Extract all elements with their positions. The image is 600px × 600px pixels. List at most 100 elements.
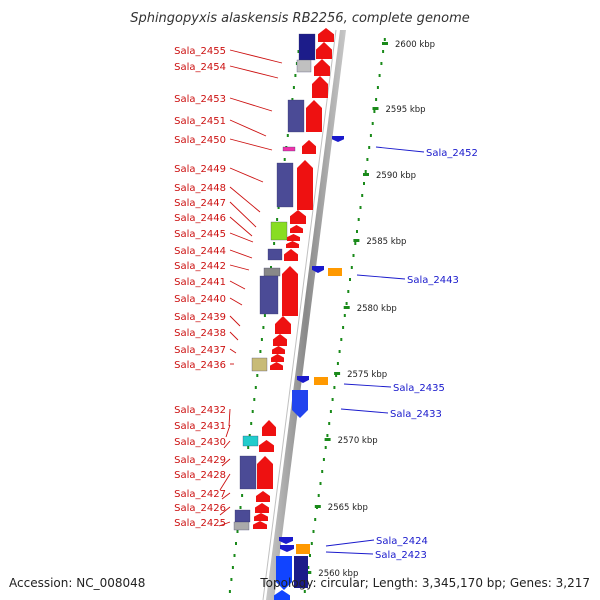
- tick-dot-right: [336, 362, 339, 365]
- tick-dot-left: [233, 554, 236, 557]
- tick-dot-right: [342, 326, 345, 329]
- gene-label-left: Sala_2426: [174, 503, 226, 514]
- backbone-edge: [262, 29, 337, 600]
- scale-tick-label: 2600 kbp: [395, 40, 435, 50]
- gene-arrow-forward: [316, 42, 332, 59]
- gene-arrow-forward: [284, 249, 298, 261]
- tick-dot-right: [338, 350, 341, 353]
- tick-dot-right: [382, 50, 385, 53]
- tick-dot-right: [352, 254, 355, 257]
- gene-label-left: Sala_2451: [174, 116, 226, 127]
- left-label-leaders: Sala_2455 Sala_2454 Sala_2453 Sala_2451 Sala…: [174, 46, 283, 529]
- gene-arrow-forward: [306, 100, 322, 132]
- tick-dot-right: [366, 158, 369, 161]
- feature-block: [298, 33, 316, 61]
- gene-arrow-reverse: [297, 376, 309, 383]
- gene-label-left: Sala_2453: [174, 94, 226, 105]
- label-leader-line: [229, 249, 253, 259]
- label-leader-line: [229, 315, 241, 327]
- label-leader-line: [375, 146, 425, 153]
- gene-label-left: Sala_2431: [174, 421, 226, 432]
- topology-text: Topology: circular; Length: 3,345,170 bp…: [259, 576, 590, 590]
- feature-block: [234, 509, 251, 523]
- feature-block: [233, 521, 250, 531]
- label-leader-line: [229, 232, 254, 243]
- gene-label-right: Sala_2435: [393, 383, 445, 394]
- scale-tick-label: 2590 kbp: [376, 171, 416, 181]
- tick-dot-right: [356, 230, 358, 233]
- gene-arrow-forward: [270, 362, 283, 370]
- gene-label-left: Sala_2446: [174, 213, 226, 224]
- feature-block: [239, 455, 257, 490]
- gene-label-left: Sala_2442: [174, 261, 226, 272]
- feature-block: [276, 162, 294, 208]
- feature-block: [270, 221, 288, 241]
- gene-label-left: Sala_2430: [174, 437, 226, 448]
- tick-major: [353, 239, 360, 242]
- gene-arrow-forward: [290, 225, 303, 233]
- tick-dot-left: [230, 578, 233, 581]
- label-leader-line: [229, 138, 273, 151]
- tick-dot-right: [335, 374, 338, 377]
- gene-label-right: Sala_2443: [407, 275, 459, 286]
- label-leader-line: [219, 473, 231, 491]
- tick-dot-right: [322, 458, 325, 461]
- tick-dot-right: [383, 38, 386, 41]
- tick-dot-left: [256, 374, 259, 377]
- feature-block: [259, 275, 279, 315]
- gene-label-left: Sala_2455: [174, 46, 226, 57]
- scale-tick-label: 2580 kbp: [357, 304, 397, 314]
- gene-label-left: Sala_2445: [174, 229, 226, 240]
- tick-dot-left: [254, 386, 257, 389]
- tick-dot-left: [292, 86, 295, 89]
- feature-block: [263, 267, 281, 277]
- tick-dot-right: [364, 170, 367, 173]
- gene-label-left: Sala_2429: [174, 455, 226, 466]
- tick-dot-right: [373, 110, 376, 113]
- feature-block: [296, 59, 312, 73]
- gene-arrow-forward: [257, 456, 273, 489]
- gene-label-left: Sala_2454: [174, 62, 226, 73]
- gene-arrow-reverse: [280, 545, 294, 552]
- scale-tick-label: 2575 kbp: [347, 370, 387, 380]
- gene-label-left: Sala_2427: [174, 489, 226, 500]
- gene-arrow-forward: [253, 521, 267, 529]
- label-leader-line: [325, 551, 374, 555]
- tick-dot-right: [357, 218, 360, 221]
- label-leader-line: [325, 539, 375, 547]
- gene-label-left: Sala_2448: [174, 183, 226, 194]
- tick-major: [363, 173, 369, 176]
- tick-dot-right: [312, 530, 315, 533]
- label-leader-line: [229, 348, 237, 354]
- label-leader-line: [225, 424, 231, 438]
- tick-dot-left: [251, 410, 254, 413]
- feature-block: [282, 146, 296, 152]
- tick-dot-left: [235, 542, 237, 545]
- label-leader-line: [229, 264, 250, 271]
- gene-arrow-forward: [275, 316, 291, 334]
- rna-feature: [314, 377, 328, 385]
- tick-major: [314, 505, 321, 508]
- scale-tick-label: 2585 kbp: [366, 237, 406, 247]
- label-leader-line: [228, 408, 231, 427]
- gene-label-left: Sala_2439: [174, 312, 226, 323]
- tick-dot-left: [283, 158, 286, 161]
- tick-dot-right: [309, 554, 311, 557]
- label-leader-line: [229, 167, 264, 183]
- gene-arrow-forward: [314, 59, 330, 76]
- label-leader-line: [343, 383, 392, 388]
- gene-arrow-reverse: [292, 390, 308, 418]
- tick-dot-right: [376, 86, 379, 89]
- gene-arrow-forward: [255, 503, 269, 513]
- label-leader-line: [219, 506, 231, 516]
- tick-dot-left: [241, 494, 244, 497]
- tick-dot-right: [345, 302, 348, 305]
- tick-dot-left: [263, 314, 266, 317]
- tick-dot-right: [347, 290, 350, 293]
- label-leader-line: [229, 119, 267, 137]
- tick-dot-left: [231, 566, 234, 569]
- gene-label-left: Sala_2425: [174, 518, 226, 529]
- tick-dot-left: [297, 50, 300, 53]
- feature-block: [251, 357, 268, 372]
- tick-dot-left: [248, 434, 251, 437]
